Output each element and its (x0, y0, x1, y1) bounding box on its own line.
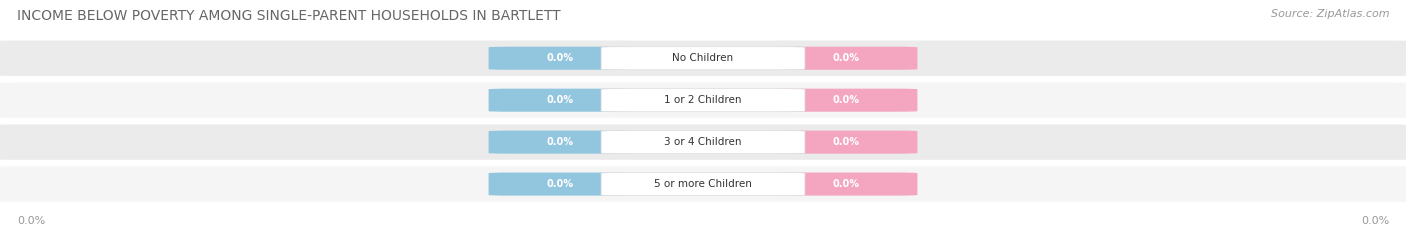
FancyBboxPatch shape (773, 172, 917, 196)
Text: 0.0%: 0.0% (547, 95, 574, 105)
Text: 1 or 2 Children: 1 or 2 Children (664, 95, 742, 105)
Text: 0.0%: 0.0% (17, 216, 45, 226)
FancyBboxPatch shape (773, 89, 917, 112)
Text: 0.0%: 0.0% (832, 95, 859, 105)
Text: 0.0%: 0.0% (832, 53, 859, 63)
FancyBboxPatch shape (0, 166, 1406, 202)
Text: 0.0%: 0.0% (832, 179, 859, 189)
FancyBboxPatch shape (489, 131, 633, 154)
FancyBboxPatch shape (602, 172, 806, 196)
Text: 0.0%: 0.0% (547, 179, 574, 189)
Text: 5 or more Children: 5 or more Children (654, 179, 752, 189)
FancyBboxPatch shape (0, 82, 1406, 118)
Text: 0.0%: 0.0% (547, 53, 574, 63)
Text: 0.0%: 0.0% (1361, 216, 1389, 226)
FancyBboxPatch shape (489, 172, 633, 196)
FancyBboxPatch shape (0, 41, 1406, 76)
Text: 0.0%: 0.0% (547, 137, 574, 147)
FancyBboxPatch shape (602, 89, 806, 112)
Text: 3 or 4 Children: 3 or 4 Children (664, 137, 742, 147)
FancyBboxPatch shape (602, 131, 806, 154)
Text: 0.0%: 0.0% (832, 137, 859, 147)
FancyBboxPatch shape (489, 89, 633, 112)
Text: INCOME BELOW POVERTY AMONG SINGLE-PARENT HOUSEHOLDS IN BARTLETT: INCOME BELOW POVERTY AMONG SINGLE-PARENT… (17, 9, 561, 23)
FancyBboxPatch shape (0, 124, 1406, 160)
FancyBboxPatch shape (773, 131, 917, 154)
Text: No Children: No Children (672, 53, 734, 63)
FancyBboxPatch shape (602, 47, 806, 70)
FancyBboxPatch shape (773, 47, 917, 70)
Text: Source: ZipAtlas.com: Source: ZipAtlas.com (1271, 9, 1389, 19)
FancyBboxPatch shape (489, 47, 633, 70)
